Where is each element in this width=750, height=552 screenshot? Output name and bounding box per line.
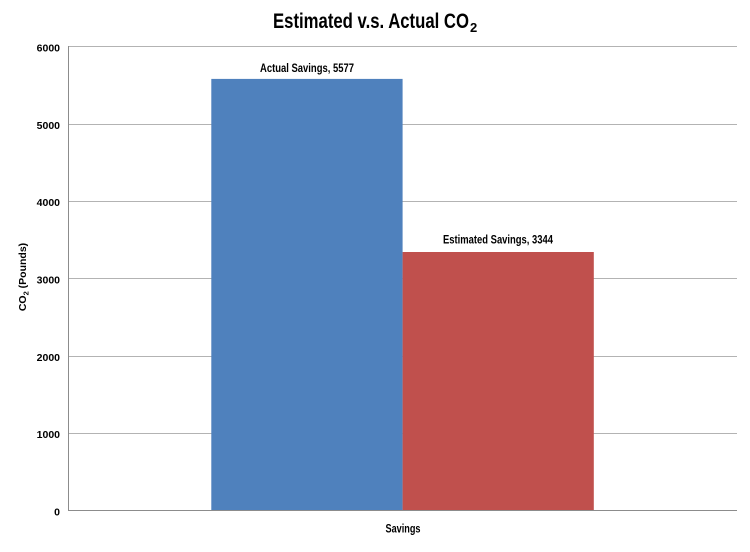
svg-text:2: 2: [470, 20, 477, 35]
svg-text:Savings: Savings: [386, 524, 421, 536]
svg-text:1000: 1000: [37, 429, 61, 441]
svg-text:0: 0: [54, 507, 60, 519]
svg-text:Estimated Savings, 3344: Estimated Savings, 3344: [443, 235, 553, 247]
svg-text:Actual Savings, 5577: Actual Savings, 5577: [260, 63, 354, 75]
svg-text:2000: 2000: [37, 352, 61, 364]
svg-text:5000: 5000: [37, 120, 61, 132]
svg-text:6000: 6000: [37, 43, 61, 55]
svg-text:Estimated v.s. Actual CO: Estimated v.s. Actual CO: [273, 10, 469, 33]
svg-text:3000: 3000: [37, 275, 61, 287]
svg-text:4000: 4000: [37, 197, 61, 209]
svg-text:CO2 (Pounds): CO2 (Pounds): [17, 243, 31, 311]
